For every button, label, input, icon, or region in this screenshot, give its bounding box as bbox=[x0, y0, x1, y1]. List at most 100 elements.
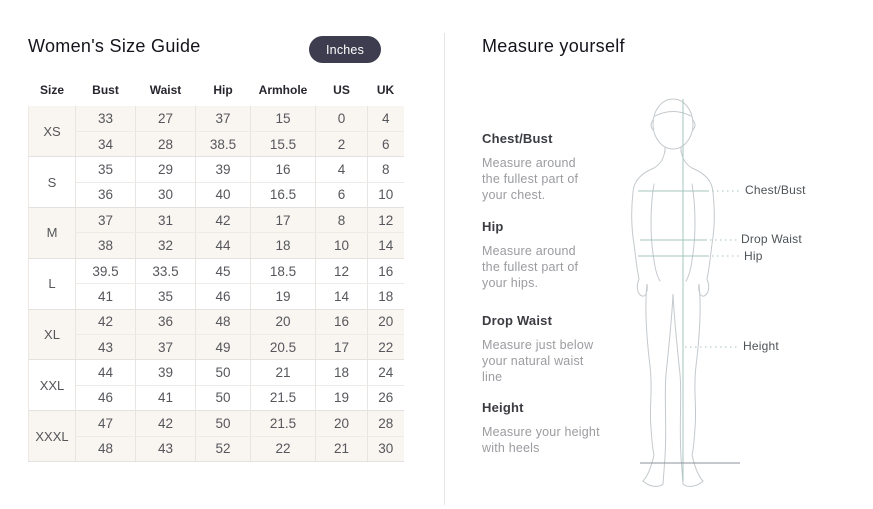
cell-armhole-xl-2: 20.5 bbox=[250, 334, 316, 361]
cell-armhole-xxxl-1: 21.5 bbox=[250, 410, 316, 437]
cell-armhole-xl-1: 20 bbox=[250, 309, 316, 336]
cell-bust-xxl-2: 46 bbox=[75, 385, 136, 412]
diagram-label-chest-bust: Chest/Bust bbox=[745, 183, 806, 197]
size-cell-xxxl: XXXL bbox=[28, 410, 76, 462]
measure-title: Measure yourself bbox=[482, 36, 625, 56]
cell-bust-xxxl-1: 47 bbox=[75, 410, 136, 437]
cell-us-m-2: 10 bbox=[315, 232, 368, 259]
cell-armhole-xs-2: 15.5 bbox=[250, 131, 316, 158]
column-header-us: US bbox=[333, 83, 350, 97]
cell-hip-l-1: 45 bbox=[195, 258, 251, 285]
size-cell-xl: XL bbox=[28, 309, 76, 361]
instruction-text: Measure around the fullest part of your … bbox=[482, 156, 579, 202]
cell-uk-xxxl-2: 30 bbox=[367, 436, 404, 462]
instruction-label: Chest/Bust bbox=[482, 131, 553, 146]
cell-hip-xs-2: 38.5 bbox=[195, 131, 251, 158]
instruction-height: Height Measure your height with heels bbox=[482, 400, 612, 456]
cell-waist-s-1: 29 bbox=[135, 156, 196, 183]
cell-uk-xs-1: 4 bbox=[367, 106, 404, 132]
cell-uk-m-1: 12 bbox=[367, 207, 404, 234]
cell-armhole-xs-1: 15 bbox=[250, 106, 316, 132]
cell-us-xxl-1: 18 bbox=[315, 359, 368, 386]
diagram-label-drop-waist: Drop Waist bbox=[741, 232, 802, 246]
instruction-label: Drop Waist bbox=[482, 313, 553, 328]
cell-bust-l-1: 39.5 bbox=[75, 258, 136, 285]
cell-bust-xxl-1: 44 bbox=[75, 359, 136, 386]
cell-hip-m-1: 42 bbox=[195, 207, 251, 234]
cell-hip-m-2: 44 bbox=[195, 232, 251, 259]
cell-uk-xs-2: 6 bbox=[367, 131, 404, 158]
cell-waist-l-1: 33.5 bbox=[135, 258, 196, 285]
cell-waist-xxxl-2: 43 bbox=[135, 436, 196, 462]
size-cell-xs: XS bbox=[28, 106, 76, 158]
cell-waist-s-2: 30 bbox=[135, 182, 196, 209]
size-row-l-1: L 39.5 33.5 45 18.5 12 16 bbox=[28, 258, 404, 310]
cell-waist-xl-2: 37 bbox=[135, 334, 196, 361]
size-cell-xxl: XXL bbox=[28, 359, 76, 412]
cell-armhole-xxl-2: 21.5 bbox=[250, 385, 316, 412]
size-row-xxl-2: 46 41 50 21.5 19 26 bbox=[29, 385, 404, 412]
size-row-xs-2: 34 28 38.5 15.5 2 6 bbox=[29, 131, 404, 158]
panel-divider bbox=[444, 33, 445, 505]
cell-waist-l-2: 35 bbox=[135, 283, 196, 310]
page-title: Women's Size Guide bbox=[28, 36, 201, 56]
cell-us-s-1: 4 bbox=[315, 156, 368, 183]
size-row-s-1: S 35 29 39 16 4 8 bbox=[28, 156, 404, 209]
cell-hip-l-2: 46 bbox=[195, 283, 251, 310]
cell-waist-m-2: 32 bbox=[135, 232, 196, 259]
cell-bust-m-2: 38 bbox=[75, 232, 136, 259]
cell-waist-xxl-2: 41 bbox=[135, 385, 196, 412]
unit-toggle-inches[interactable]: Inches bbox=[309, 36, 382, 63]
cell-us-xxxl-2: 21 bbox=[315, 436, 368, 462]
cell-us-m-1: 8 bbox=[315, 207, 368, 234]
cell-hip-xxxl-2: 52 bbox=[195, 436, 251, 462]
cell-bust-s-1: 35 bbox=[75, 156, 136, 183]
cell-hip-s-2: 40 bbox=[195, 182, 251, 209]
size-table-header-row: Size Bust Waist Hip Armhole US UK bbox=[29, 80, 404, 106]
cell-uk-s-1: 8 bbox=[367, 156, 404, 183]
cell-hip-xxl-1: 50 bbox=[195, 359, 251, 386]
size-row-xl-2: 43 37 49 20.5 17 22 bbox=[29, 334, 404, 361]
cell-armhole-l-1: 18.5 bbox=[250, 258, 316, 285]
column-header-bust: Bust bbox=[92, 83, 119, 97]
cell-armhole-l-2: 19 bbox=[250, 283, 316, 310]
column-header-hip: Hip bbox=[213, 83, 233, 97]
cell-waist-xl-1: 36 bbox=[135, 309, 196, 336]
cell-uk-xl-1: 20 bbox=[367, 309, 404, 336]
cell-us-xxxl-1: 20 bbox=[315, 410, 368, 437]
size-cell-l: L bbox=[28, 258, 76, 310]
size-cell-m: M bbox=[28, 207, 76, 259]
size-row-xxxl-2: 48 43 52 22 21 30 bbox=[29, 436, 404, 462]
instruction-hip: Hip Measure around the fullest part of y… bbox=[482, 219, 612, 291]
cell-waist-xxl-1: 39 bbox=[135, 359, 196, 386]
cell-us-xs-1: 0 bbox=[315, 106, 368, 132]
cell-armhole-s-2: 16.5 bbox=[250, 182, 316, 209]
size-table: Size Bust Waist Hip Armhole US UK XS 33 27 37 15 0 4… bbox=[28, 80, 404, 462]
cell-waist-xs-2: 28 bbox=[135, 131, 196, 158]
size-row-l-2: 41 35 46 19 14 18 bbox=[29, 283, 404, 310]
cell-armhole-m-2: 18 bbox=[250, 232, 316, 259]
cell-waist-xs-1: 27 bbox=[135, 106, 196, 132]
cell-bust-s-2: 36 bbox=[75, 182, 136, 209]
cell-us-xxl-2: 19 bbox=[315, 385, 368, 412]
cell-uk-l-1: 16 bbox=[367, 258, 404, 285]
cell-bust-xs-2: 34 bbox=[75, 131, 136, 158]
instruction-text: Measure just below your natural waist li… bbox=[482, 338, 594, 384]
size-row-s-2: 36 30 40 16.5 6 10 bbox=[29, 182, 404, 209]
cell-uk-xxl-2: 26 bbox=[367, 385, 404, 412]
cell-us-s-2: 6 bbox=[315, 182, 368, 209]
instruction-label: Hip bbox=[482, 219, 504, 234]
cell-bust-xxxl-2: 48 bbox=[75, 436, 136, 462]
cell-us-l-2: 14 bbox=[315, 283, 368, 310]
cell-us-l-1: 12 bbox=[315, 258, 368, 285]
column-header-size: Size bbox=[39, 83, 64, 97]
instruction-text: Measure your height with heels bbox=[482, 425, 600, 455]
instruction-chest-bust: Chest/Bust Measure around the fullest pa… bbox=[482, 131, 612, 203]
cell-bust-xl-2: 43 bbox=[75, 334, 136, 361]
cell-us-xs-2: 2 bbox=[315, 131, 368, 158]
cell-bust-xl-1: 42 bbox=[75, 309, 136, 336]
body-figure-icon bbox=[631, 98, 741, 487]
cell-bust-m-1: 37 bbox=[75, 207, 136, 234]
size-row-m-2: 38 32 44 18 10 14 bbox=[29, 232, 404, 259]
